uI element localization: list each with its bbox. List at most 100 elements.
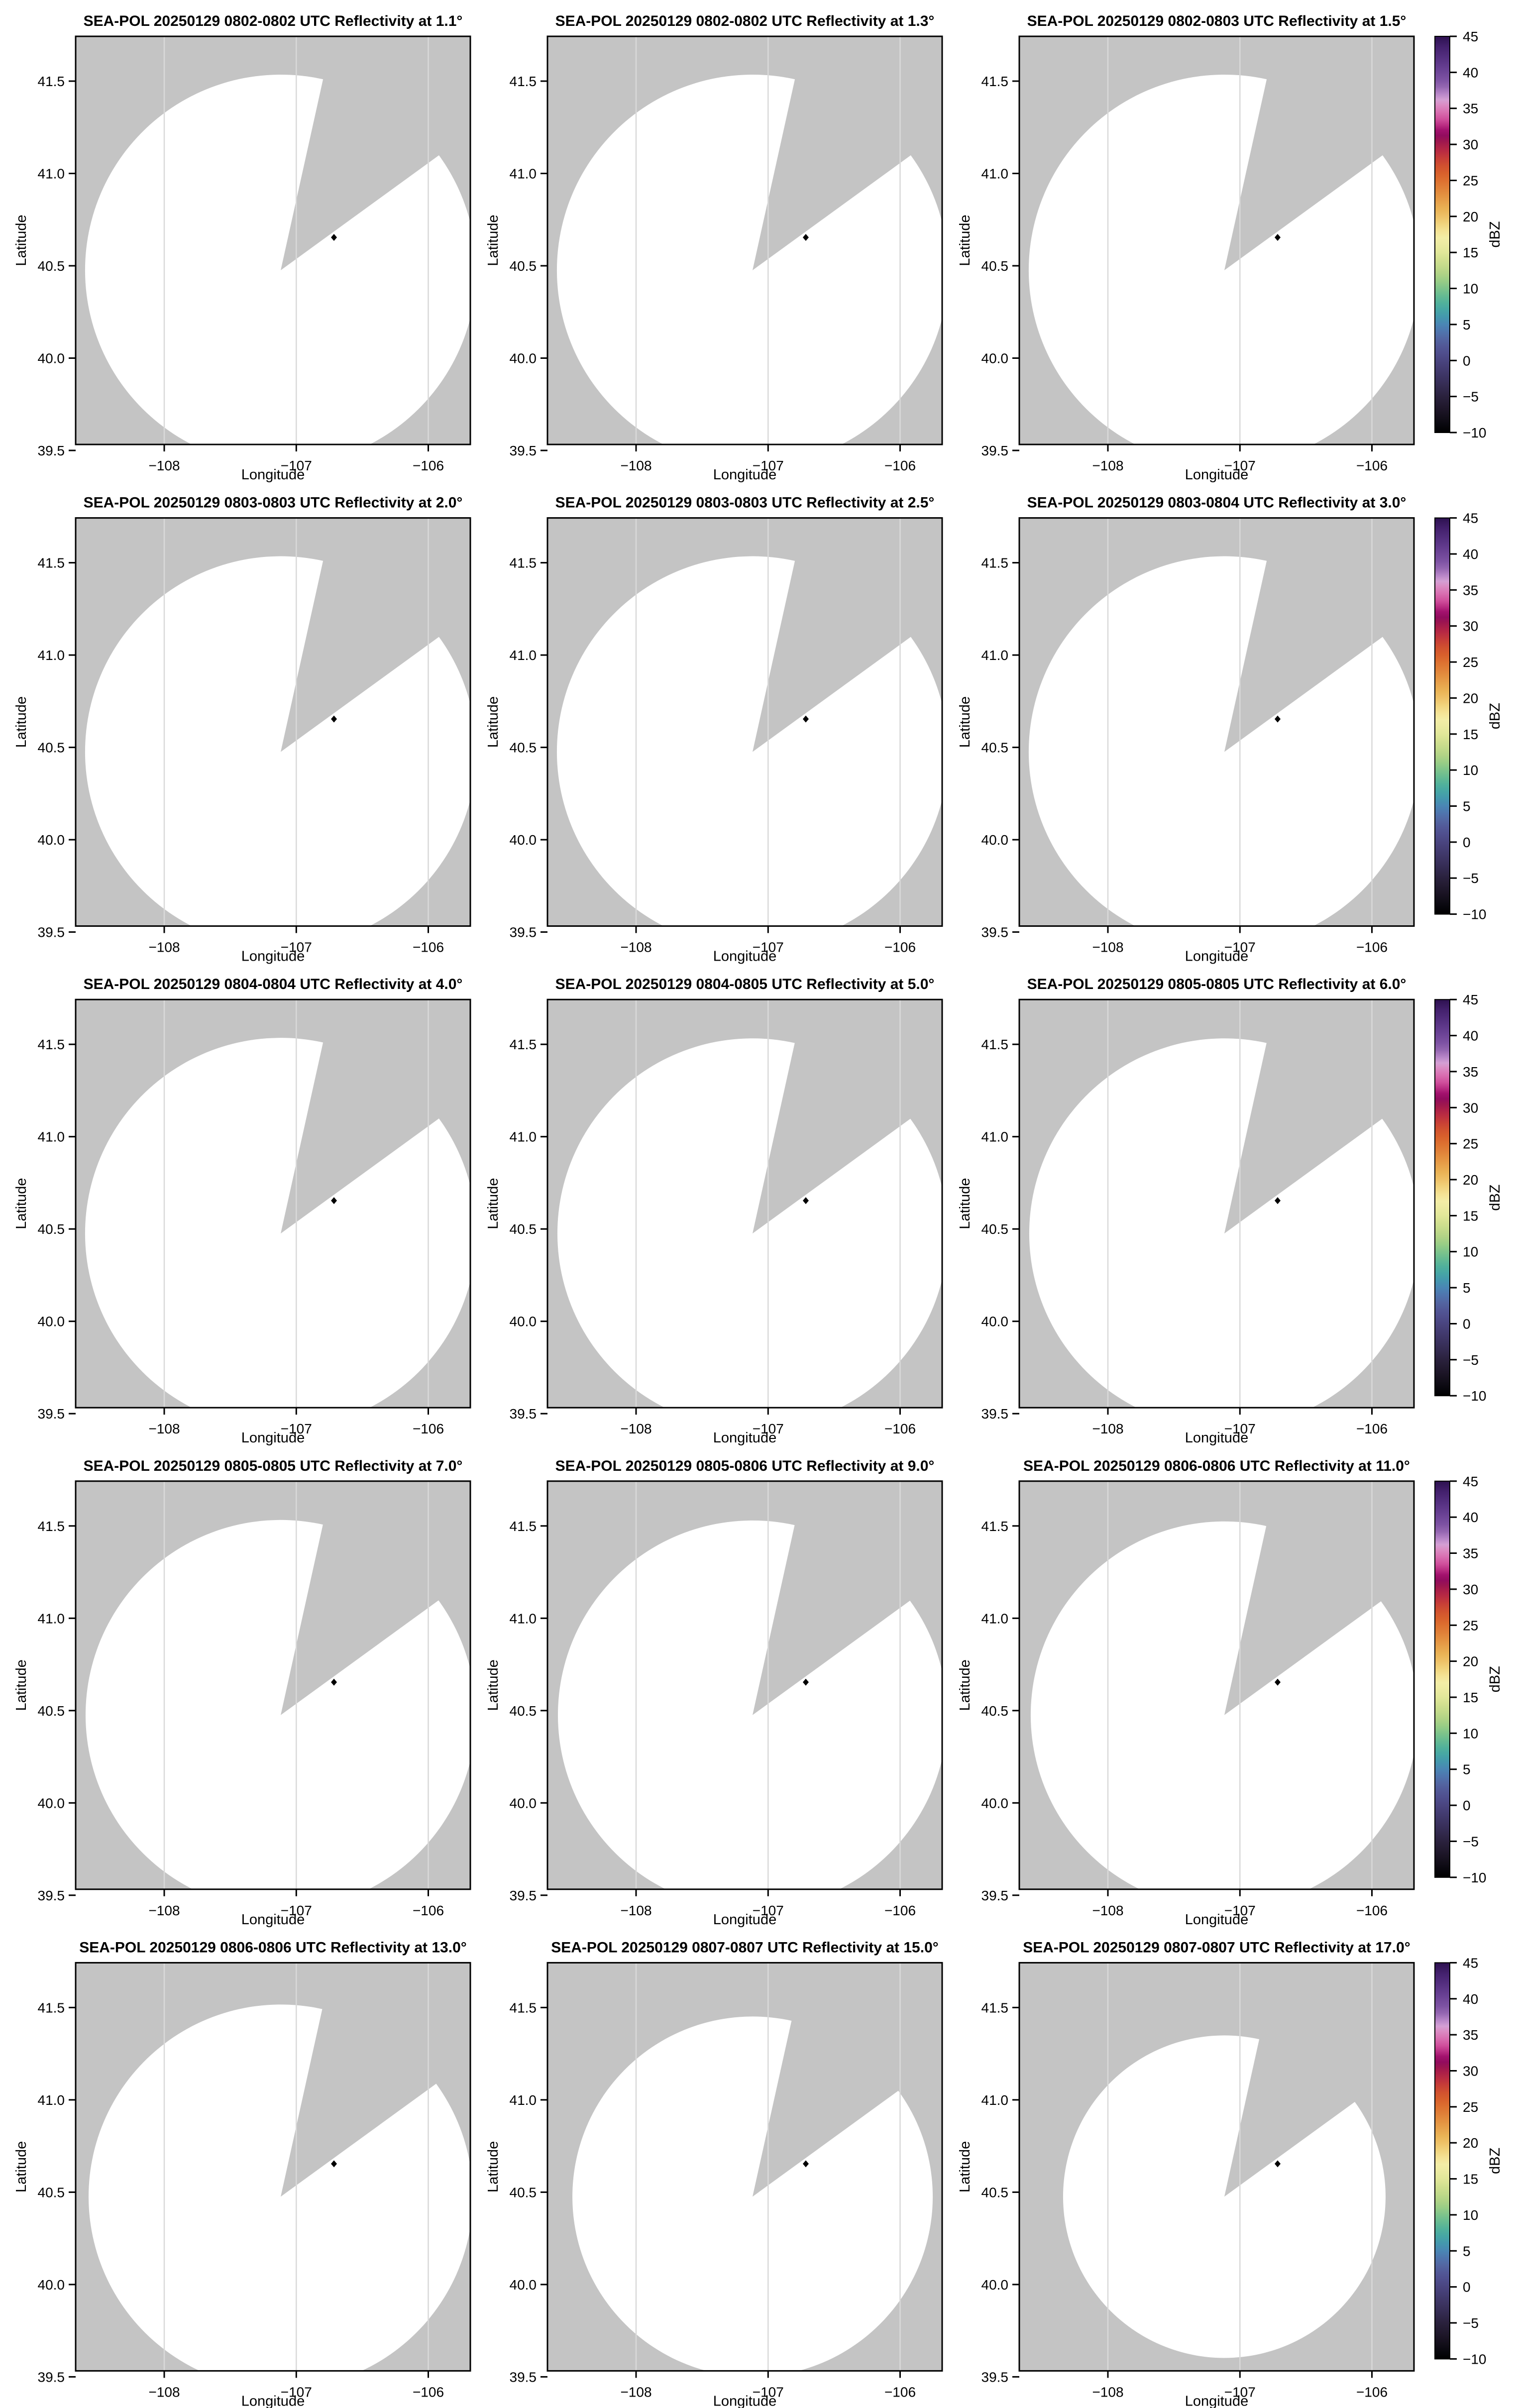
- y-axis-label: Latitude: [13, 1178, 29, 1229]
- radar-site-marker: [331, 2160, 337, 2168]
- radar-panel: 2098.22283.72469.22654.72840.2−108−107−1…: [957, 976, 1415, 1446]
- y-tick-label: 40.5: [38, 258, 65, 274]
- colorbar: 45 40 35 30 25 20 15 10 5 0 −5 −10 dBZ: [1434, 1474, 1503, 1885]
- panel-title: SEA-POL 20250129 0807-0807 UTC Reflectiv…: [1023, 1939, 1410, 1956]
- colorbar-tick-label: 25: [1463, 2099, 1478, 2115]
- y-tick-label: 41.5: [981, 2000, 1009, 2015]
- radar-panel: 3065.83251.33436.83622.33807.8−108−107−1…: [13, 1458, 471, 1928]
- radar-panel: 163.0348.5534.0719.5905.0−108−107−10641.…: [485, 13, 943, 483]
- x-tick-label: −108: [148, 1903, 180, 1918]
- panel-title: SEA-POL 20250129 0806-0806 UTC Reflectiv…: [1023, 1458, 1410, 1474]
- y-tick-label: 41.0: [510, 1611, 537, 1626]
- colorbar-gradient: [1434, 517, 1450, 915]
- x-axis-label: Longitude: [1185, 1912, 1248, 1928]
- colorbar: 45 40 35 30 25 20 15 10 5 0 −5 −10 dBZ: [1434, 1955, 1503, 2367]
- y-tick-label: 40.0: [510, 1314, 537, 1329]
- x-tick-label: −107: [281, 1903, 312, 1918]
- radar-panel: 3065.83251.33436.83622.33807.8−108−107−1…: [957, 1458, 1415, 1928]
- axes-frame: [1018, 1480, 1415, 1890]
- x-tick-label: −106: [884, 1903, 916, 1918]
- colorbar-tick-label: 25: [1463, 655, 1478, 670]
- y-tick-label: 39.5: [981, 1406, 1009, 1422]
- colorbar-tick-label: 45: [1463, 1955, 1478, 1970]
- colorbar-tick-label: 45: [1463, 1474, 1478, 1489]
- radar-panel: 163.0348.5534.0719.5905.0−108−107−10641.…: [957, 13, 1415, 483]
- x-tick-label: −107: [1224, 2384, 1256, 2400]
- panel-title: SEA-POL 20250129 0802-0802 UTC Reflectiv…: [555, 13, 935, 29]
- radar-coverage-area: [85, 556, 470, 926]
- radar-site-marker: [331, 1197, 337, 1204]
- y-tick-label: 40.0: [510, 351, 537, 366]
- radar-site-marker: [803, 715, 809, 723]
- y-tick-label: 40.5: [981, 1703, 1009, 1719]
- x-tick-label: −107: [1224, 940, 1256, 955]
- y-tick-label: 41.0: [510, 166, 537, 182]
- colorbar-gradient: [1434, 999, 1450, 1397]
- colorbar: 45 40 35 30 25 20 15 10 5 0 −5 −10 dBZ: [1434, 992, 1503, 1404]
- colorbar-tick-label: 0: [1463, 835, 1471, 850]
- radar-site-marker: [803, 234, 809, 241]
- y-axis-label: Latitude: [485, 1659, 501, 1711]
- x-tick-label: −107: [753, 1903, 784, 1918]
- y-tick-label: 41.5: [510, 1037, 537, 1052]
- y-tick-label: 40.5: [38, 1221, 65, 1237]
- y-axis-label: Latitude: [13, 696, 29, 748]
- axes-frame: [1018, 517, 1415, 927]
- colorbar-tick-label: 40: [1463, 1991, 1478, 2007]
- y-tick-label: 41.5: [510, 2000, 537, 2015]
- y-tick-label: 40.5: [981, 2185, 1009, 2200]
- axes-frame: [1018, 35, 1415, 445]
- radar-site-marker: [1275, 1678, 1281, 1686]
- y-tick-label: 41.0: [510, 648, 537, 663]
- x-tick-label: −106: [884, 940, 916, 955]
- colorbar-tick-label: 20: [1463, 690, 1478, 706]
- x-tick-label: −106: [1356, 458, 1388, 473]
- x-tick-label: −108: [620, 2384, 651, 2400]
- y-tick-label: 41.0: [38, 2092, 65, 2108]
- y-tick-label: 41.0: [38, 1611, 65, 1626]
- y-tick-label: 40.5: [510, 740, 537, 756]
- radar-panel: 4033.44218.94404.44589.94775.4−108−107−1…: [485, 1939, 943, 2408]
- x-tick-label: −108: [1092, 1421, 1123, 1436]
- radar-coverage-area: [85, 1520, 470, 1889]
- radar-site-marker: [803, 2160, 809, 2168]
- y-tick-label: 41.0: [981, 166, 1009, 182]
- y-tick-label: 40.0: [981, 1314, 1009, 1329]
- colorbar-tick-label: 25: [1463, 1618, 1478, 1633]
- radar-coverage-area: [557, 1038, 942, 1408]
- y-tick-label: 39.5: [510, 925, 537, 940]
- x-tick-label: −108: [620, 1903, 651, 1918]
- colorbar-tick-label: 30: [1463, 137, 1478, 152]
- colorbar-tick-label: 5: [1463, 799, 1471, 814]
- radar-coverage-area: [89, 2004, 470, 2371]
- y-axis-label: Latitude: [957, 696, 973, 748]
- radar-site-marker: [803, 1678, 809, 1686]
- y-tick-label: 40.0: [510, 832, 537, 848]
- radar-site-marker: [331, 715, 337, 723]
- radar-panel: 3065.83251.33436.83622.33807.8−108−107−1…: [485, 1458, 943, 1928]
- x-tick-label: −107: [753, 1421, 784, 1436]
- colorbar-tick-label: 10: [1463, 763, 1478, 778]
- colorbar-gradient: [1434, 36, 1450, 433]
- radar-site-marker: [803, 1197, 809, 1204]
- y-tick-label: 41.0: [510, 1129, 537, 1145]
- colorbar-tick-label: 40: [1463, 547, 1478, 562]
- panel-title: SEA-POL 20250129 0804-0805 UTC Reflectiv…: [555, 976, 935, 992]
- axes-frame: [75, 998, 471, 1409]
- colorbar-tick-label: 45: [1463, 29, 1478, 44]
- y-tick-label: 41.0: [38, 1129, 65, 1145]
- y-axis-label: Latitude: [957, 2141, 973, 2192]
- colorbar-tick-label: 20: [1463, 1172, 1478, 1188]
- colorbar-tick-label: 0: [1463, 1798, 1471, 1813]
- radar-panel: 2098.22283.72469.22654.72840.2−108−107−1…: [485, 976, 943, 1446]
- x-tick-label: −108: [148, 458, 180, 473]
- x-axis-label: Longitude: [241, 467, 305, 483]
- colorbar-tick-label: 10: [1463, 281, 1478, 297]
- y-tick-label: 39.5: [981, 1888, 1009, 1903]
- y-tick-label: 41.5: [510, 1519, 537, 1534]
- panel-title: SEA-POL 20250129 0805-0805 UTC Reflectiv…: [1027, 976, 1407, 992]
- colorbar-gradient: [1434, 1962, 1450, 2360]
- colorbar-tick-label: 30: [1463, 1582, 1478, 1597]
- y-tick-label: 41.0: [981, 648, 1009, 663]
